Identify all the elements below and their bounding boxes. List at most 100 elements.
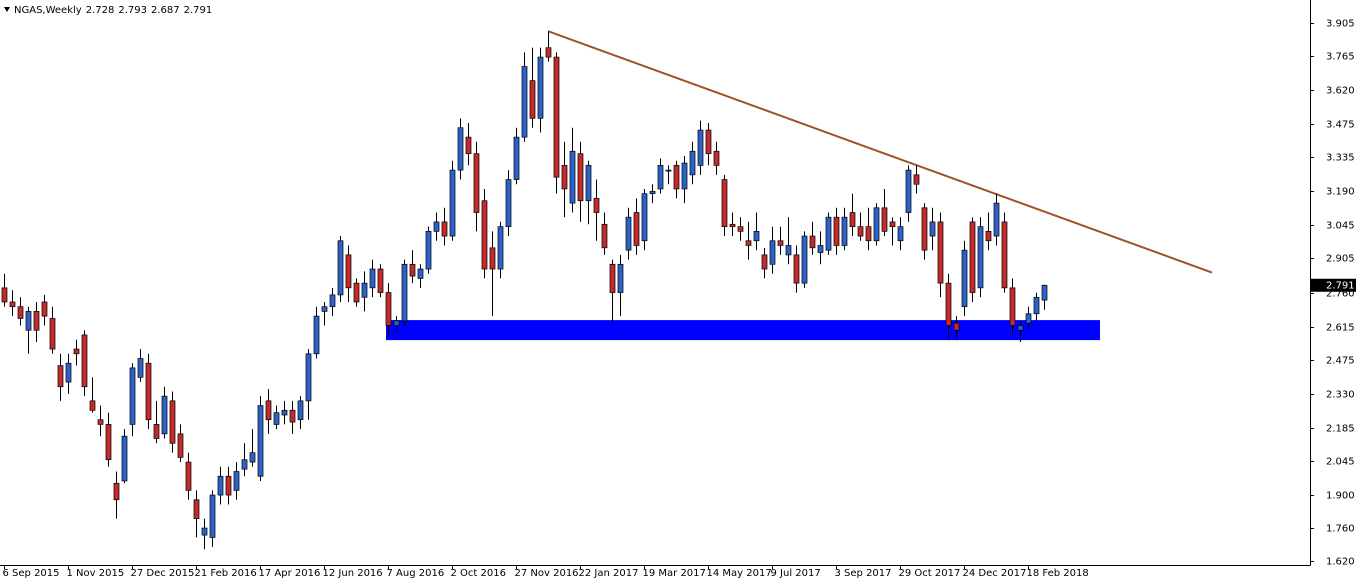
candle-body — [745, 240, 752, 246]
y-tick-label: 2.905 — [1326, 254, 1355, 265]
candle-body — [713, 150, 720, 166]
candle-body — [457, 127, 464, 171]
x-tick-label: 9 Jul 2017 — [771, 568, 821, 579]
candle-body — [769, 240, 776, 265]
candle-body — [961, 249, 968, 308]
candle-body — [89, 400, 96, 411]
candle-body — [577, 153, 584, 202]
candle-body — [601, 223, 608, 249]
y-tick-label: 3.335 — [1326, 153, 1355, 164]
candle-body — [1001, 221, 1008, 289]
candle-body — [857, 226, 864, 237]
y-tick-label: 2.760 — [1326, 289, 1355, 300]
candle-body — [369, 268, 376, 289]
x-tick-label: 22 Jan 2017 — [579, 568, 639, 579]
candle-body — [9, 301, 16, 308]
menu-arrow[interactable] — [4, 7, 10, 12]
candle-body — [1009, 287, 1016, 326]
candle-body — [217, 475, 224, 496]
x-tick-label: 24 Dec 2017 — [963, 568, 1027, 579]
x-tick-label: 2 Oct 2016 — [451, 568, 506, 579]
plot-area — [1, 30, 1213, 550]
candle-body — [81, 334, 88, 388]
candle-body — [417, 268, 424, 279]
candle-body — [33, 311, 40, 331]
candle-body — [441, 221, 448, 237]
last-low: 2.687 — [151, 5, 180, 16]
candle-body — [25, 311, 32, 331]
candle-body — [513, 136, 520, 180]
candle-body — [569, 150, 576, 204]
x-tick-label: 27 Dec 2015 — [131, 568, 195, 579]
candle-body — [641, 193, 648, 242]
candle-body — [305, 353, 312, 402]
candle-body — [17, 306, 24, 319]
candle-body — [121, 435, 128, 482]
candle-body — [73, 348, 80, 355]
candle-body — [633, 212, 640, 246]
y-tick-label: 2.475 — [1326, 356, 1355, 367]
candle-body — [729, 223, 736, 227]
candle-body — [385, 292, 392, 326]
candle-body — [449, 169, 456, 237]
candle-body — [137, 358, 144, 378]
candle-body — [793, 254, 800, 284]
candle-body — [145, 362, 152, 421]
y-tick-label: 3.765 — [1326, 52, 1355, 63]
candle-body — [801, 235, 808, 284]
candle-body — [865, 226, 872, 242]
candle-body — [241, 459, 248, 470]
candle-body — [497, 226, 504, 270]
symbol: NGAS,Weekly — [14, 5, 82, 16]
candle-body — [825, 216, 832, 251]
candle-body — [473, 153, 480, 213]
candle-body — [985, 230, 992, 242]
candle-body — [761, 254, 768, 270]
candle-body — [1025, 313, 1032, 324]
x-tick-label: 17 Apr 2016 — [259, 568, 321, 579]
candle-body — [169, 400, 176, 444]
candle-body — [353, 282, 360, 303]
last-close: 2.791 — [184, 5, 213, 16]
x-tick-label: 29 Oct 2017 — [899, 568, 961, 579]
x-tick-label: 18 Feb 2018 — [1027, 568, 1089, 579]
candle-body — [489, 247, 496, 270]
y-tick-label: 2.045 — [1326, 457, 1355, 468]
last-open: 2.728 — [86, 5, 115, 16]
x-tick-label: 27 Nov 2016 — [515, 568, 579, 579]
candle-body — [689, 150, 696, 176]
candle-body — [977, 226, 984, 289]
candle-body — [561, 165, 568, 190]
candle-body — [105, 424, 112, 461]
candle-body — [785, 245, 792, 256]
candle-body — [529, 80, 536, 119]
candle-body — [361, 282, 368, 298]
candle-body — [657, 165, 664, 190]
candle-body — [1041, 284, 1048, 301]
candle-body — [329, 294, 336, 308]
candle-body — [393, 320, 400, 326]
candle-body — [209, 494, 216, 538]
candle-body — [881, 207, 888, 232]
candle-body — [289, 409, 296, 423]
support-zone — [386, 320, 1100, 341]
x-tick-label: 1 Nov 2015 — [67, 568, 125, 579]
candle-body — [177, 433, 184, 458]
y-tick-label: 3.045 — [1326, 221, 1355, 232]
last-high: 2.793 — [118, 5, 147, 16]
candle-body — [889, 221, 896, 227]
candle-body — [1, 287, 8, 303]
y-tick-label: 1.900 — [1326, 491, 1355, 502]
candle-body — [537, 56, 544, 119]
candle-body — [617, 263, 624, 293]
y-tick-label: 2.185 — [1326, 424, 1355, 435]
candle-body — [49, 318, 56, 350]
x-tick-label: 6 Sep 2015 — [3, 568, 60, 579]
candle-body — [681, 162, 688, 190]
candle-body — [257, 405, 264, 477]
candle-body — [185, 461, 192, 491]
candle-body — [337, 240, 344, 296]
